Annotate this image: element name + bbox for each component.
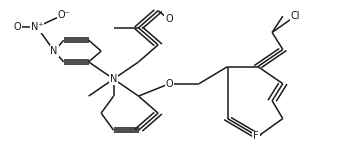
Text: O: O: [165, 14, 173, 24]
Text: Cl: Cl: [290, 11, 300, 21]
Text: F: F: [253, 131, 259, 141]
Text: N: N: [50, 46, 58, 56]
Text: O⁻: O⁻: [57, 10, 70, 20]
Text: N⁺: N⁺: [31, 22, 43, 32]
Text: O: O: [14, 22, 21, 32]
Text: N: N: [110, 74, 117, 84]
Text: O: O: [166, 79, 173, 89]
